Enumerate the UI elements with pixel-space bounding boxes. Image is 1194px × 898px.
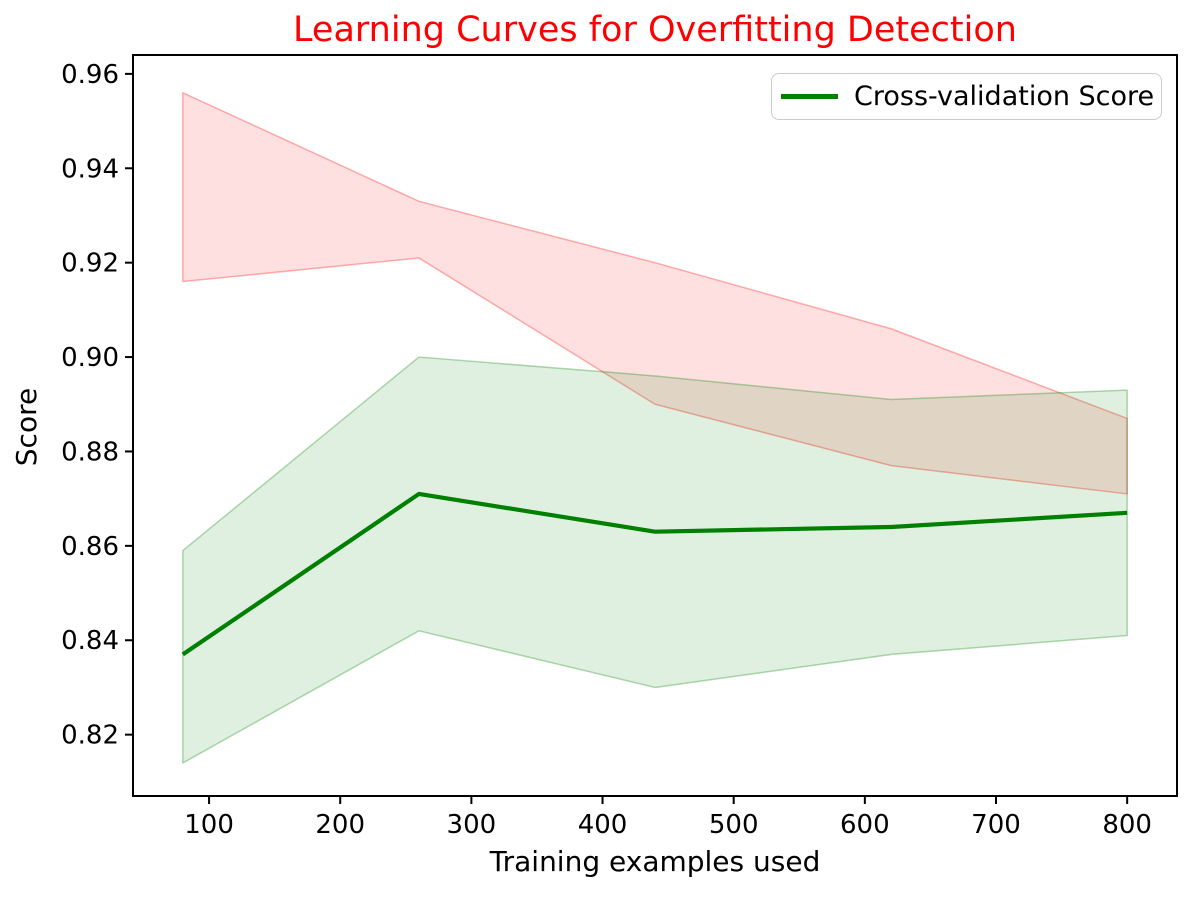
- y-tick-label: 0.84: [61, 626, 119, 656]
- cross-validation-score-line: [181, 491, 1128, 657]
- x-tick-label: 300: [447, 810, 497, 840]
- x-tick-label: 600: [840, 810, 890, 840]
- cross-validation-score-band: [182, 356, 1128, 764]
- legend-line-sample: [781, 94, 838, 99]
- x-tick-label: 800: [1102, 810, 1152, 840]
- legend: Cross-validation Score: [771, 73, 1162, 120]
- legend-entry-label: Cross-validation Score: [854, 81, 1155, 112]
- y-axis-label: Score: [10, 387, 43, 467]
- y-tick-label: 0.94: [61, 154, 119, 184]
- x-tick-label: 200: [315, 810, 365, 840]
- y-tick-label: 0.86: [61, 532, 119, 562]
- y-tick-label: 0.92: [61, 249, 119, 279]
- x-tick-label: 400: [578, 810, 628, 840]
- y-tick-label: 0.96: [61, 60, 119, 90]
- y-tick-label: 0.88: [61, 437, 119, 467]
- x-tick-label: 700: [971, 810, 1021, 840]
- training-score-band: [182, 92, 1128, 495]
- chart-title: Learning Curves for Overfitting Detectio…: [293, 10, 1017, 50]
- axes-spines: [132, 54, 1178, 797]
- x-tick-label: 500: [709, 810, 759, 840]
- y-tick-label: 0.82: [61, 721, 119, 751]
- y-tick-label: 0.90: [61, 343, 119, 373]
- x-axis-label: Training examples used: [489, 845, 821, 878]
- x-tick-label: 100: [184, 810, 234, 840]
